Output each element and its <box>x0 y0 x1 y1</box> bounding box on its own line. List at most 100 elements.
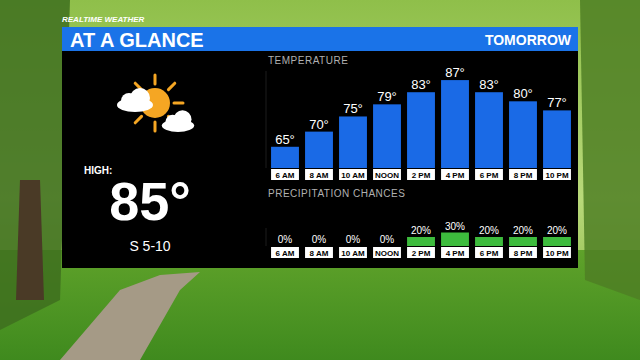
data-label: 70° <box>309 117 329 132</box>
category-box <box>305 247 333 258</box>
category-label: 10 AM <box>341 249 365 258</box>
sun-ray <box>174 102 183 105</box>
category-box <box>543 169 571 180</box>
bar <box>407 92 435 168</box>
axis-line <box>266 228 267 246</box>
bar <box>271 147 299 168</box>
data-label: 20% <box>411 225 431 236</box>
bar <box>407 237 435 246</box>
bar <box>373 104 401 168</box>
category-label: 6 AM <box>276 171 295 180</box>
bar <box>475 92 503 168</box>
category-box <box>509 247 537 258</box>
category-box <box>407 247 435 258</box>
bar <box>441 233 469 247</box>
bar <box>373 246 401 247</box>
bar <box>305 246 333 247</box>
category-label: 10 PM <box>545 171 568 180</box>
chart-title: PRECIPITATION CHANCES <box>268 188 405 199</box>
sun-ray <box>135 116 141 122</box>
category-box <box>509 169 537 180</box>
weather-icon <box>117 75 194 132</box>
category-box <box>305 169 333 180</box>
path <box>60 272 200 360</box>
high-label: HIGH: <box>84 165 112 176</box>
category-label: 4 PM <box>446 249 465 258</box>
panel <box>62 51 578 268</box>
bar <box>339 246 367 247</box>
data-label: 65° <box>275 132 295 147</box>
data-label: 20% <box>513 225 533 236</box>
category-label: 10 AM <box>341 171 365 180</box>
bar <box>543 237 571 246</box>
category-label: 8 PM <box>514 171 533 180</box>
data-label: 77° <box>547 95 567 110</box>
category-box <box>407 169 435 180</box>
category-box <box>373 247 401 258</box>
bar <box>509 237 537 246</box>
bar <box>543 110 571 168</box>
data-label: 83° <box>479 77 499 92</box>
header-bar <box>62 27 578 51</box>
category-label: 8 AM <box>310 171 329 180</box>
category-box <box>339 247 367 258</box>
data-label: 0% <box>278 234 293 245</box>
category-label: NOON <box>375 171 399 180</box>
data-label: 80° <box>513 86 533 101</box>
category-label: 2 PM <box>412 171 431 180</box>
category-box <box>441 169 469 180</box>
category-label: 6 PM <box>480 249 499 258</box>
data-label: 0% <box>346 234 361 245</box>
bar <box>305 132 333 168</box>
tree-right <box>580 0 640 300</box>
high-value: 85° <box>109 171 191 231</box>
category-box <box>339 169 367 180</box>
category-box <box>441 247 469 258</box>
bar <box>271 246 299 247</box>
category-label: 2 PM <box>412 249 431 258</box>
data-label: 0% <box>312 234 327 245</box>
cloud <box>162 110 194 132</box>
tree-trunk <box>16 180 44 300</box>
bar <box>509 101 537 168</box>
category-label: 4 PM <box>446 171 465 180</box>
graphic: REALTIME WEATHERAT A GLANCETOMORROWHIGH:… <box>0 0 640 360</box>
category-box <box>373 169 401 180</box>
tree-left <box>0 0 70 330</box>
bar <box>475 237 503 246</box>
data-label: 20% <box>479 225 499 236</box>
category-label: 6 AM <box>276 249 295 258</box>
data-label: 0% <box>380 234 395 245</box>
category-label: 10 PM <box>545 249 568 258</box>
category-box <box>543 247 571 258</box>
bars <box>271 80 571 168</box>
category-box <box>271 169 299 180</box>
axis-line <box>266 71 267 168</box>
sun-ray <box>154 75 157 84</box>
sun-ray <box>154 122 157 131</box>
category-box <box>271 247 299 258</box>
wind: S 5-10 <box>129 238 170 254</box>
data-label: 83° <box>411 77 431 92</box>
category-label: NOON <box>375 249 399 258</box>
bar <box>441 80 469 168</box>
data-label: 87° <box>445 65 465 80</box>
category-label: 8 PM <box>514 249 533 258</box>
data-label: 30% <box>445 221 465 232</box>
cloud-part <box>174 110 192 128</box>
data-label: 75° <box>343 101 363 116</box>
data-label: 79° <box>377 89 397 104</box>
category-box <box>475 169 503 180</box>
chart-title: TEMPERATURE <box>268 55 348 66</box>
category-label: 6 PM <box>480 171 499 180</box>
data-label: 20% <box>547 225 567 236</box>
cloud <box>117 88 153 112</box>
sun-ray <box>168 83 174 89</box>
period: TOMORROW <box>485 32 572 48</box>
title: AT A GLANCE <box>70 29 204 51</box>
category-label: 8 AM <box>310 249 329 258</box>
background <box>0 0 640 360</box>
chart: PRECIPITATION CHANCES 0% 6 AM 0% 8 AM 0% 10 AM… <box>266 188 571 258</box>
cloud-part <box>130 88 150 108</box>
bar <box>339 116 367 168</box>
